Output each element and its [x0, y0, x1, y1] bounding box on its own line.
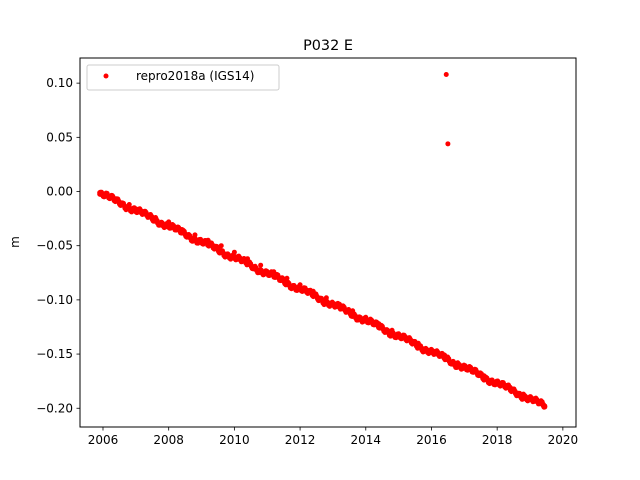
data-point	[258, 262, 264, 268]
y-tick-label: 0.00	[46, 185, 73, 199]
y-tick-label: 0.10	[46, 76, 73, 90]
data-point	[297, 282, 303, 288]
x-tick-label: 2010	[219, 433, 250, 447]
data-point	[116, 199, 122, 205]
data-point	[455, 360, 461, 366]
data-point	[192, 232, 198, 238]
data-point	[337, 301, 342, 307]
data-point	[389, 327, 395, 333]
data-point	[468, 366, 474, 372]
x-tick-label: 2020	[548, 433, 579, 447]
y-axis-label: m	[8, 236, 22, 248]
legend: repro2018a (IGS14)	[86, 64, 280, 91]
data-point	[323, 295, 329, 301]
data-point	[133, 206, 139, 212]
y-tick-label: −0.10	[36, 293, 73, 307]
x-tick-label: 2018	[482, 433, 513, 447]
chart-title: P032 E	[303, 38, 353, 54]
y-tick-label: 0.05	[46, 130, 73, 144]
data-point	[534, 398, 540, 404]
x-tick-label: 2008	[153, 433, 184, 447]
data-point	[363, 314, 369, 320]
legend-label: repro2018a (IGS14)	[136, 69, 254, 83]
data-point	[507, 385, 513, 391]
outlier-point	[443, 71, 449, 77]
data-point	[205, 237, 211, 243]
data-point	[442, 352, 448, 358]
y-axis: 0.10 0.05 0.00 −0.05 −0.10 −0.15 −0.20	[36, 76, 80, 415]
data-point	[166, 219, 172, 225]
data-point	[481, 373, 487, 379]
x-tick-label: 2006	[88, 433, 119, 447]
data-point	[542, 403, 548, 409]
data-point	[179, 226, 185, 232]
data-point	[245, 256, 251, 262]
data-points	[97, 71, 548, 410]
data-point	[143, 209, 149, 215]
data-point	[350, 308, 356, 314]
data-point	[231, 249, 237, 255]
data-point	[107, 195, 113, 201]
outlier-point	[445, 141, 451, 147]
x-axis: 2006 2008 2010 2012 2014 2016 2018 2020	[88, 427, 578, 447]
data-point	[494, 379, 500, 385]
data-point	[100, 192, 106, 198]
legend-box	[86, 64, 280, 91]
data-point	[271, 269, 277, 275]
data-point	[218, 243, 224, 249]
data-point	[428, 347, 434, 353]
data-point	[415, 340, 421, 346]
x-tick-label: 2012	[285, 433, 316, 447]
plot-frame	[79, 57, 577, 428]
y-tick-label: −0.05	[36, 239, 73, 253]
data-point	[376, 321, 382, 327]
x-tick-label: 2014	[351, 433, 382, 447]
data-point	[126, 202, 132, 208]
y-tick-label: −0.20	[36, 401, 73, 415]
legend-marker	[103, 73, 109, 79]
data-point	[402, 334, 408, 340]
data-point	[520, 391, 526, 397]
x-tick-label: 2016	[416, 433, 447, 447]
y-tick-label: −0.15	[36, 347, 73, 361]
data-point	[153, 215, 159, 221]
data-point	[310, 288, 316, 294]
data-point	[284, 275, 290, 281]
